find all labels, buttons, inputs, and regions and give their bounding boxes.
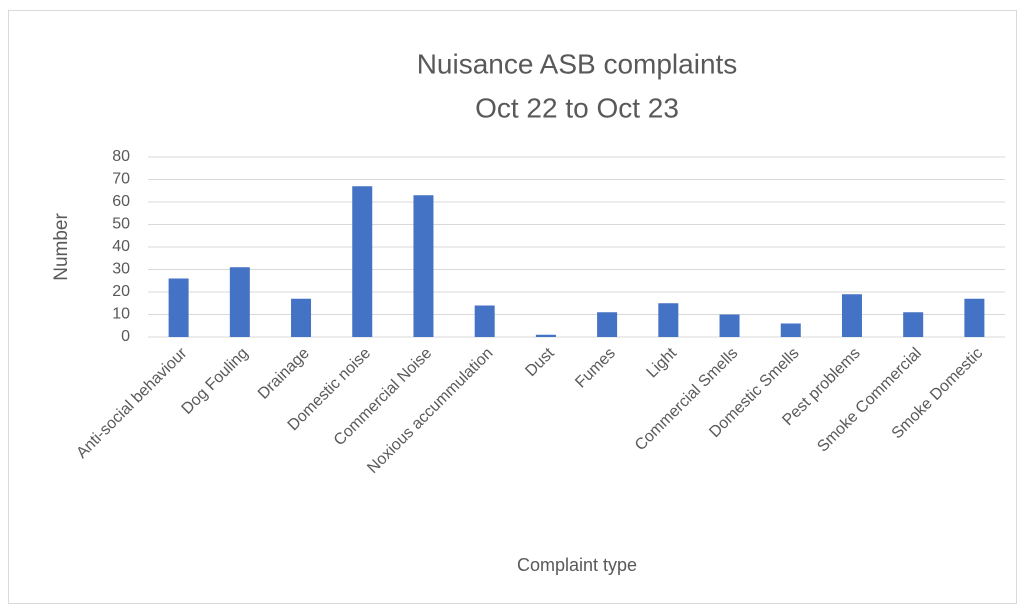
x-axis-title: Complaint type	[517, 555, 637, 575]
bar	[780, 323, 801, 337]
bar	[841, 294, 862, 337]
bar	[535, 334, 556, 337]
bar	[597, 312, 618, 337]
y-tick-label: 40	[112, 238, 130, 255]
bar	[903, 312, 924, 337]
y-tick-label: 10	[112, 306, 130, 323]
y-tick-label: 50	[112, 216, 130, 233]
y-tick-label: 0	[121, 328, 130, 345]
chart-title: Nuisance ASB complaints	[417, 48, 738, 79]
bar	[658, 303, 679, 337]
y-axis-title: Number	[51, 213, 72, 281]
bar	[291, 298, 312, 337]
y-tick-label: 70	[112, 171, 130, 188]
y-tick-label: 60	[112, 193, 130, 210]
bar	[719, 314, 740, 337]
chart-subtitle: Oct 22 to Oct 23	[475, 92, 679, 123]
bar	[229, 267, 250, 337]
bar	[352, 186, 373, 337]
bar	[474, 305, 495, 337]
bar	[964, 298, 985, 337]
bar	[168, 278, 189, 337]
y-tick-label: 30	[112, 261, 130, 278]
bar	[413, 195, 434, 337]
y-tick-label: 20	[112, 283, 130, 300]
y-tick-label: 80	[112, 148, 130, 165]
